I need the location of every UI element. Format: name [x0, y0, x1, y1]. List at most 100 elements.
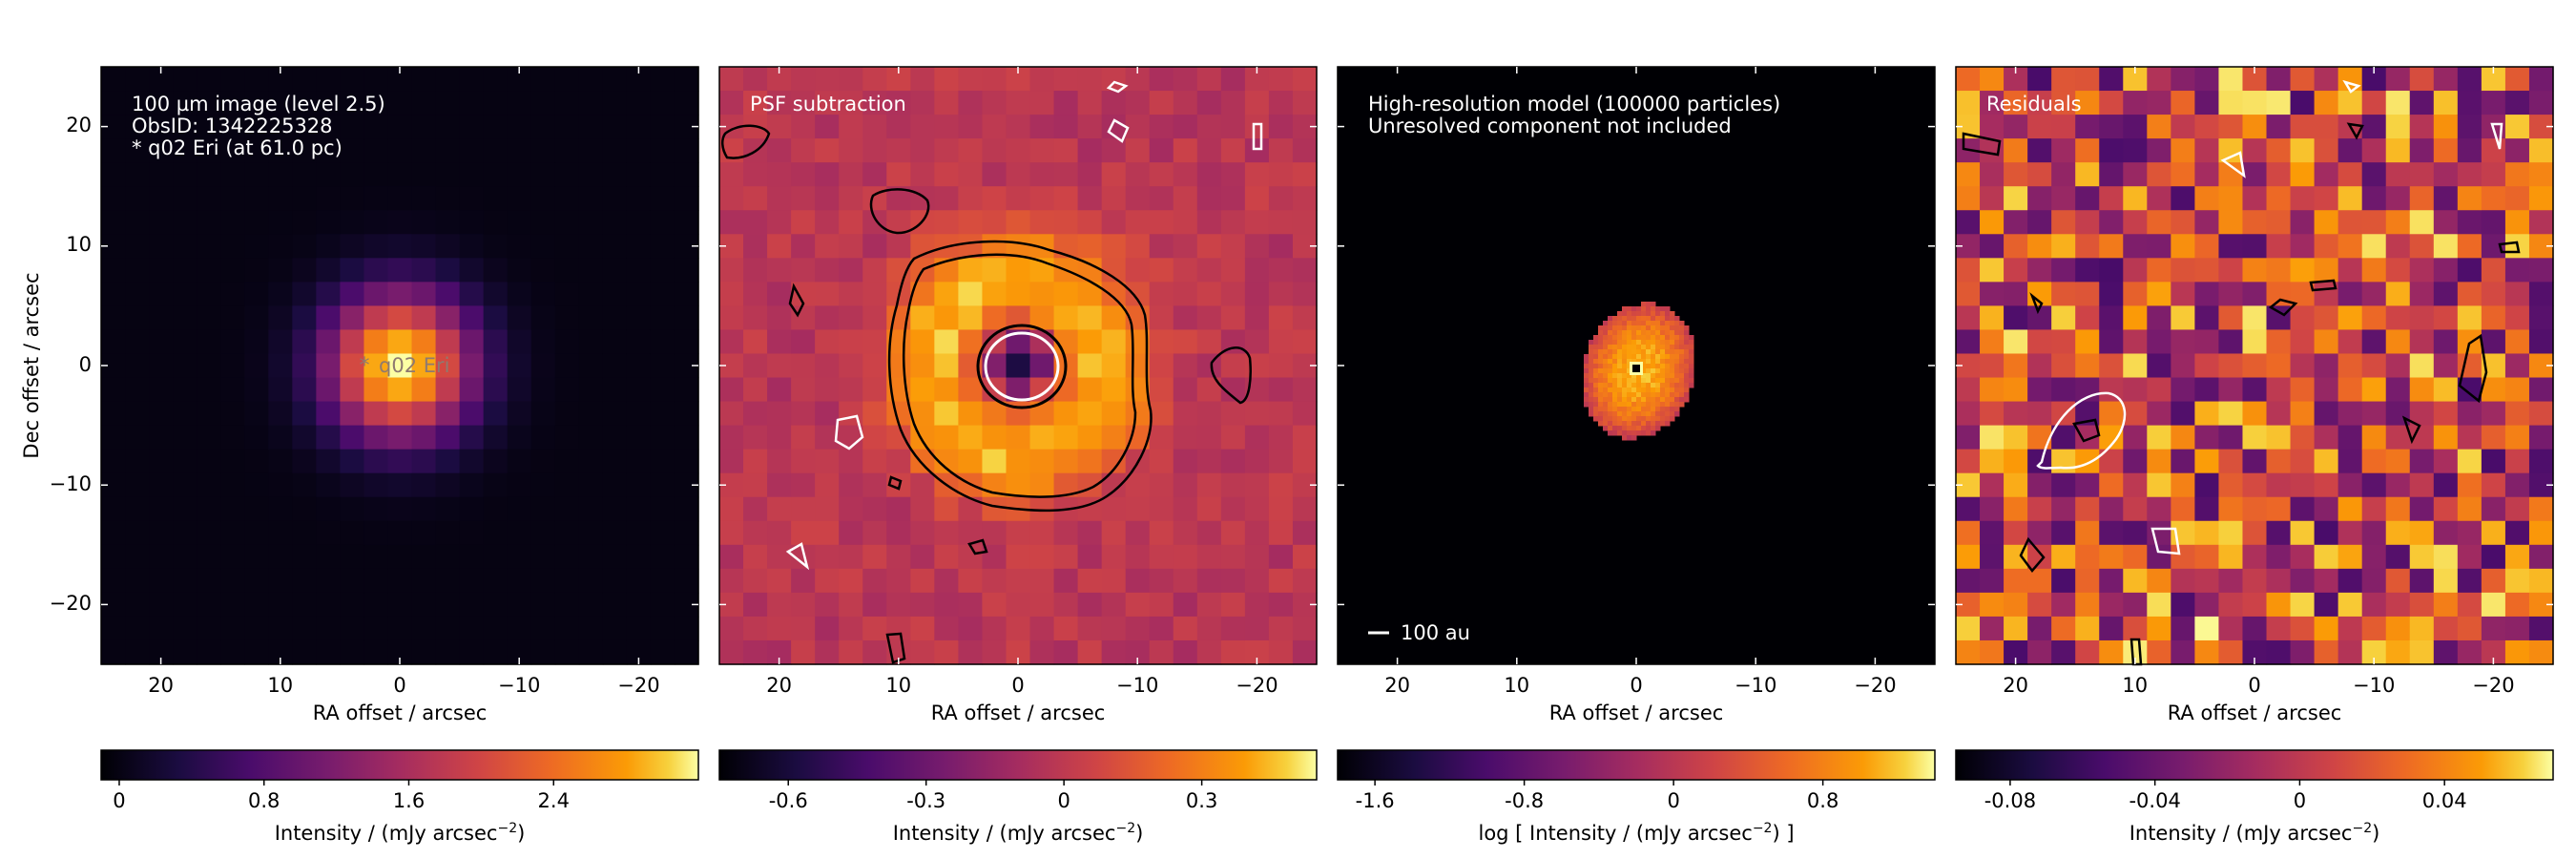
heatmap-cell [2385, 449, 2411, 474]
model-pixel [1646, 368, 1652, 374]
model-pixel [1608, 316, 1613, 322]
heatmap-cell [719, 162, 744, 187]
heatmap-cell [197, 568, 221, 594]
heatmap-cell [650, 568, 675, 594]
model-pixel [1622, 421, 1628, 427]
heatmap-cell [2051, 592, 2076, 618]
model-pixel [1617, 383, 1623, 388]
heatmap-cell [934, 639, 959, 665]
heatmap-cell [602, 425, 628, 450]
heatmap-cell [459, 91, 485, 115]
heatmap-cell [650, 616, 675, 641]
heatmap-cell [435, 282, 461, 306]
heatmap-cell [2242, 115, 2268, 139]
model-pixel [1612, 426, 1618, 431]
white-contour-blob [2036, 391, 2127, 470]
heatmap-cell [1101, 496, 1127, 522]
heatmap-cell [340, 91, 365, 115]
heatmap-cell [1101, 639, 1127, 665]
heatmap-cell [173, 67, 197, 92]
colorbar-tick-label: 0.3 [1186, 789, 1217, 812]
heatmap-cell [340, 329, 365, 355]
model-pixel [1674, 321, 1680, 326]
heatmap-cell [411, 329, 437, 355]
heatmap-cell [340, 639, 365, 665]
heatmap-cell [1268, 616, 1294, 641]
heatmap-cell [2123, 115, 2148, 139]
heatmap-cell [839, 210, 863, 235]
model-pixel [1660, 321, 1666, 326]
heatmap-cell [2027, 138, 2052, 163]
heatmap-cell [2147, 258, 2171, 283]
heatmap-cell [459, 234, 485, 259]
model-pixel [1589, 402, 1594, 408]
heatmap-cell [719, 639, 744, 665]
heatmap-cell [2051, 115, 2076, 139]
heatmap-cell [411, 305, 437, 331]
heatmap-cell [2266, 472, 2292, 498]
heatmap-cell [292, 544, 317, 570]
heatmap-cell [387, 282, 413, 306]
heatmap-cell [2004, 616, 2028, 641]
heatmap-cell [316, 639, 341, 665]
heatmap-cell [2147, 592, 2171, 618]
heatmap-cell [2528, 210, 2554, 235]
heatmap-cell [1220, 258, 1246, 283]
heatmap-cell [910, 138, 935, 163]
heatmap-cell [2314, 401, 2339, 427]
model-pixel [1655, 383, 1661, 388]
heatmap-cell [2361, 282, 2387, 306]
heatmap-cell [1196, 282, 1222, 306]
model-pixel [1670, 316, 1675, 322]
model-pixel [1646, 306, 1652, 312]
heatmap-cell [2481, 282, 2506, 306]
heatmap-cell [2504, 639, 2530, 665]
heatmap-cell [650, 186, 675, 211]
heatmap-cell [719, 282, 744, 306]
heatmap-cell [2194, 592, 2220, 618]
model-pixel [1655, 349, 1661, 355]
heatmap-cell [743, 329, 768, 355]
model-pixel [1617, 335, 1623, 341]
heatmap-cell [1173, 496, 1198, 522]
heatmap-cell [1980, 234, 2005, 259]
heatmap-cell [2481, 186, 2506, 211]
heatmap-cell [1956, 377, 1981, 403]
heatmap-cell [197, 377, 221, 403]
heatmap-cell [2409, 520, 2435, 546]
heatmap-cell [2314, 210, 2339, 235]
heatmap-cell [2528, 67, 2554, 92]
heatmap-cell [2504, 305, 2530, 331]
model-pixel [1608, 430, 1613, 436]
heatmap-cell [2266, 353, 2292, 379]
heatmap-cell [767, 91, 792, 115]
heatmap-cell [2337, 91, 2363, 115]
heatmap-cell [435, 425, 461, 450]
model-pixel [1670, 392, 1675, 398]
heatmap-cell [2171, 186, 2195, 211]
model-pixel [1603, 383, 1609, 388]
model-pixel [1603, 411, 1609, 417]
heatmap-cell [2290, 592, 2316, 618]
heatmap-cell [839, 496, 863, 522]
model-pixel [1622, 368, 1628, 374]
heatmap-cell [1173, 544, 1198, 570]
model-pixel [1674, 354, 1680, 360]
heatmap-cell [2147, 305, 2171, 331]
heatmap-cell [435, 67, 461, 92]
heatmap-cell [387, 210, 413, 235]
model-pixel [1593, 345, 1599, 350]
heatmap-cell [839, 305, 863, 331]
heatmap-cell [674, 616, 699, 641]
heatmap-cell [2194, 616, 2220, 641]
model-pixel [1617, 340, 1623, 346]
heatmap-cell [2242, 568, 2268, 594]
heatmap-cell [2194, 544, 2220, 570]
heatmap-cell [1149, 401, 1174, 427]
heatmap-cell [2218, 138, 2244, 163]
heatmap-cell [1125, 234, 1151, 259]
heatmap-cell [2075, 472, 2100, 498]
heatmap-cell [2242, 449, 2268, 474]
heatmap-cell [815, 234, 840, 259]
heatmap-cell [2314, 115, 2339, 139]
